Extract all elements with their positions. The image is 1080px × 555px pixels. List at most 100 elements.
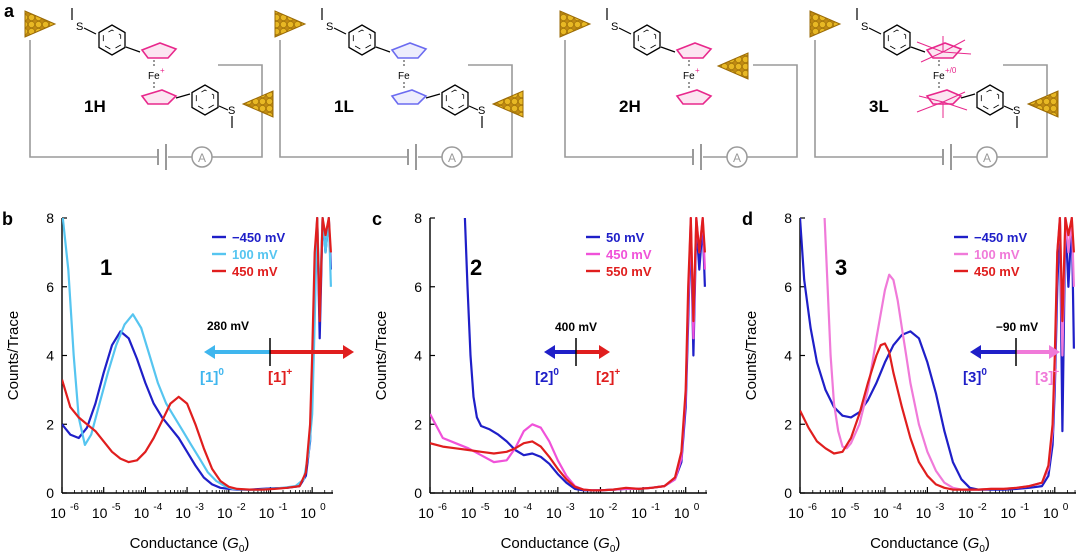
ammeter-label: A [448,151,456,165]
x-axis-label-g: G [598,535,610,552]
y-tick-label: 6 [414,279,422,295]
legend-label-1: −450 mV [232,230,285,245]
series-line-3 [62,217,332,491]
phenyl-ring-icon [98,24,126,56]
x-tick-label: 10 [217,505,233,521]
cyclopentadienyl-bottom-icon [925,89,963,105]
x-tick-exponent: -6 [808,502,817,513]
x-tick-exponent: -5 [850,502,859,513]
y-tick-label: 4 [784,348,792,364]
x-tick-label: 10 [788,505,804,521]
iron-label: Fe [398,71,410,82]
legend-label-3: 450 mV [974,264,1020,279]
y-axis-label: Counts/Trace [373,311,390,400]
arrow-right-head [1049,345,1060,359]
x-tick-label: 10 [958,505,974,521]
arrow-left-head [970,345,981,359]
iron-charge: + [695,66,700,75]
x-tick-exponent: -1 [1020,502,1029,513]
y-tick-label: 0 [784,485,792,501]
series-line-3 [430,217,706,492]
y-tick-label: 4 [414,348,422,364]
x-tick-label: 10 [1001,505,1017,521]
x-tick-label: 10 [50,505,66,521]
x-axis-label: Conductance (G0) [870,535,990,555]
switch-voltage-label: 280 mV [207,319,249,333]
legend-label-1: 50 mV [606,230,645,245]
circuit-1L: A S Fe S 1L [274,8,524,170]
circuit-2H: A S Fe+2H [559,8,798,170]
x-tick-exponent: -5 [481,502,490,513]
legend-label-3: 550 mV [606,264,652,279]
iron-label: Fe [683,71,695,82]
sulfur-label: S [611,21,618,33]
y-tick-label: 8 [414,210,422,226]
state-right-sup: + [286,367,292,378]
gold-electrode-icon [809,10,842,38]
phenyl-ring-icon [348,24,376,56]
methyl-spoke [942,51,972,55]
gold-electrode-icon [491,90,524,118]
y-tick-label: 6 [46,279,54,295]
x-tick-label: 10 [259,505,275,521]
x-axis-label-g: G [968,535,980,552]
iron-label: Fe [148,71,160,82]
x-tick-exponent: -2 [608,502,617,513]
chart-title: 3 [835,255,847,280]
gold-electrode-icon [559,10,592,38]
x-axis-label-g: G [227,535,239,552]
y-axis-label: Counts/Trace [5,311,22,400]
x-tick-label: 10 [831,505,847,521]
circuit-3L: A S Fe+/0 S 3L [809,8,1059,170]
x-tick-exponent: -1 [651,502,660,513]
x-tick-label: 10 [589,505,605,521]
y-tick-label: 4 [46,348,54,364]
legend-label-2: 450 mV [606,247,652,262]
x-tick-exponent: -3 [935,502,944,513]
methyl-spoke [920,51,944,63]
sulfur-label: S [228,105,235,117]
sulfur-label: S [478,105,485,117]
x-tick-exponent: -4 [153,502,162,513]
bond [660,46,676,53]
x-tick-label: 10 [175,505,191,521]
circuit-wire [564,40,693,158]
bond [125,46,141,53]
bond [910,46,926,53]
x-tick-label: 10 [631,505,647,521]
circuit-wire [814,40,943,158]
molecule-label: 1L [334,97,354,116]
methyl-spoke [942,91,966,103]
phenyl-ring-icon [633,24,661,56]
cyclopentadienyl-top-icon [675,42,713,59]
x-tick-label: 10 [134,505,150,521]
phenyl-inner-bonds [352,29,372,51]
y-tick-label: 2 [784,416,792,432]
sulfur-label: S [861,21,868,33]
chart-title: 1 [100,255,112,280]
methyl-spoke [918,95,944,103]
bond [868,27,882,35]
state-right-label: [1]+ [268,367,292,386]
switch-voltage-label: −90 mV [996,320,1038,334]
x-tick-label: 10 [1043,505,1059,521]
cyclopentadienyl-bottom-icon [390,89,428,105]
x-tick-exponent: 0 [694,502,700,513]
ammeter-icon [441,146,463,168]
x-tick-exponent: -6 [438,502,447,513]
state-left-sup: 0 [981,367,987,378]
circuit-wire [29,40,158,158]
x-axis-label-close: ) [985,535,990,552]
cyclopentadienyl-bottom-icon [675,89,713,105]
x-tick-label: 10 [92,505,108,521]
circuit-1H: A S Fe+ S 1H [24,8,274,170]
bond [218,105,229,111]
gold-electrode-icon [24,10,57,38]
x-axis-label-sub: 0 [979,544,985,555]
x-tick-exponent: -3 [195,502,204,513]
circuit-wire [462,64,513,158]
state-right-sup: + [614,367,620,378]
y-axis-label: Counts/Trace [743,311,760,400]
circuit-wire [279,40,408,158]
